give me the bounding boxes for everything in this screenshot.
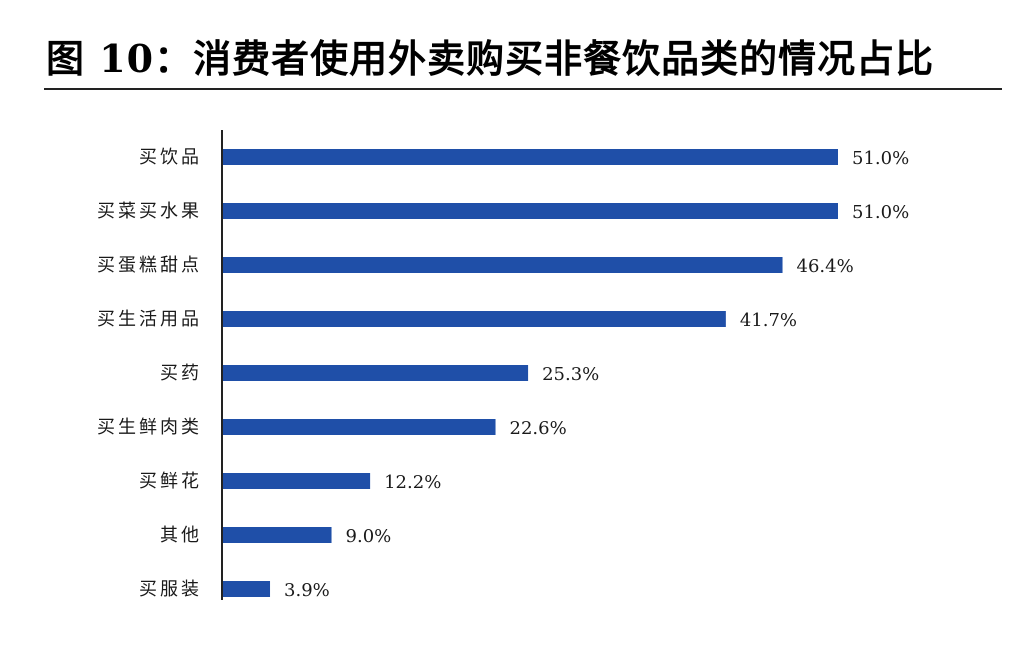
bar-3 [223, 257, 783, 273]
category-label-4: 买生活用品 [97, 309, 202, 330]
category-label-5: 买药 [160, 363, 202, 384]
value-label-2: 51.0% [852, 202, 909, 223]
value-label-4: 41.7% [740, 310, 797, 331]
value-label-9: 3.9% [284, 580, 330, 601]
value-label-7: 12.2% [384, 472, 441, 493]
category-label-9: 买服装 [139, 579, 202, 600]
title-divider [44, 88, 1002, 90]
category-label-3: 买蛋糕甜点 [97, 255, 202, 276]
value-label-8: 9.0% [346, 526, 392, 547]
value-label-6: 22.6% [510, 418, 567, 439]
category-label-2: 买菜买水果 [97, 201, 202, 222]
bars-group [223, 149, 838, 597]
bar-5 [223, 365, 529, 381]
bar-9 [223, 581, 271, 597]
value-label-5: 25.3% [542, 364, 599, 385]
value-labels-group: 51.0% 51.0% 46.4% 41.7% 25.3% 22.6% 12.2% 9.0% 3… [284, 148, 909, 601]
bar-1 [223, 149, 838, 165]
category-label-8: 其他 [160, 525, 202, 546]
category-label-7: 买鲜花 [139, 471, 202, 492]
value-label-1: 51.0% [852, 148, 909, 169]
bar-2 [223, 203, 838, 219]
category-label-1: 买饮品 [139, 147, 202, 168]
bar-8 [223, 527, 332, 543]
bar-7 [223, 473, 371, 489]
value-label-3: 46.4% [797, 256, 854, 277]
bar-4 [223, 311, 726, 327]
category-label-6: 买生鲜肉类 [97, 417, 202, 438]
bar-6 [223, 419, 496, 435]
chart-title: 图 10：消费者使用外卖购买非餐饮品类的情况占比 [46, 36, 935, 81]
